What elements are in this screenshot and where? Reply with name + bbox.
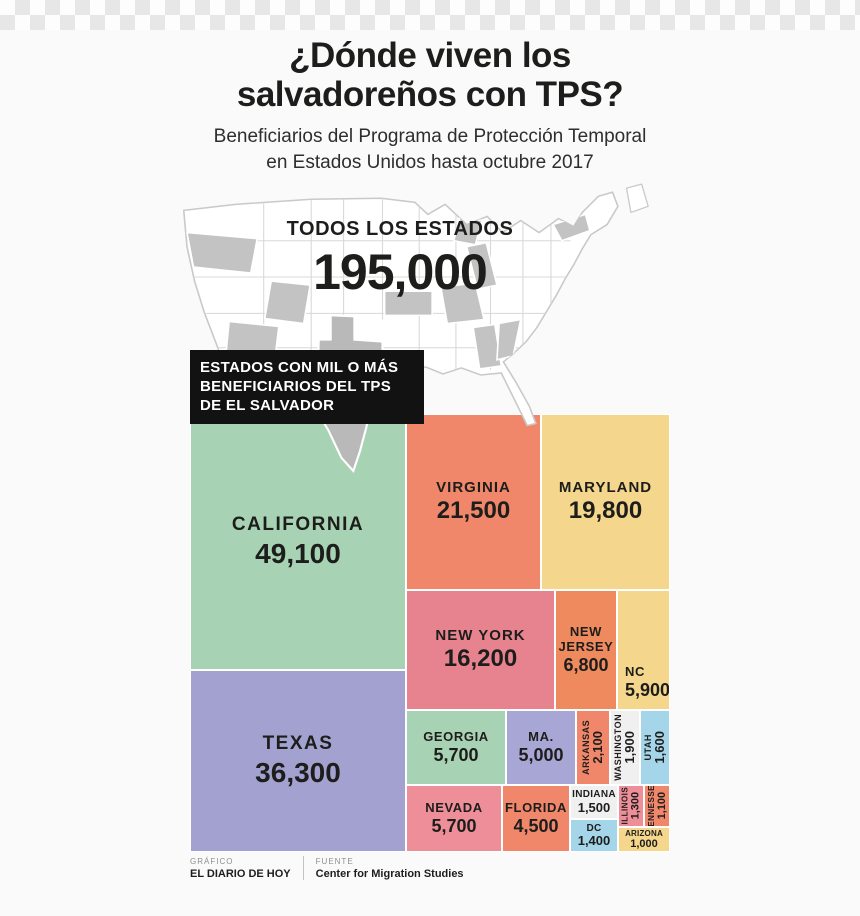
source-value: Center for Migration Studies [315, 867, 464, 880]
note-line3: DE EL SALVADOR [200, 397, 335, 415]
map-total: TODOS LOS ESTADOS 195,000 [240, 218, 560, 301]
tile-florida: FLORIDA 4,500 [502, 785, 570, 852]
subtitle: Beneficiarios del Programa de Protección… [0, 124, 860, 175]
note-line2: BENEFICIARIOS DEL TPS [200, 378, 392, 396]
tile-value: 5,000 [518, 744, 564, 765]
tile-label: TENNESSEE [646, 785, 656, 827]
tile-massachusetts: MA. 5,000 [506, 710, 576, 785]
tile-washington: WASHINGTON 1,900 [610, 710, 640, 785]
tile-label: CALIFORNIA [231, 514, 365, 536]
tile-value: 1,000 [630, 838, 658, 851]
subtitle-line2: en Estados Unidos hasta octubre 2017 [266, 152, 594, 174]
tile-label: NC [625, 664, 645, 680]
tile-label: INDIANA [572, 789, 616, 801]
tile-label: NEW JERSEY [558, 623, 614, 654]
footer-divider [302, 856, 304, 880]
tile-value: 1,600 [652, 731, 668, 764]
tile-label: MARYLAND [558, 479, 653, 497]
tile-label: VIRGINIA [436, 479, 511, 497]
tile-value: 1,500 [577, 799, 611, 815]
treemap: CALIFORNIA 49,100 TEXAS 36,300 VIRGINIA … [190, 414, 670, 852]
tile-texas: TEXAS 36,300 [190, 670, 406, 852]
tile-illinois: ILLINOIS 1,300 [618, 785, 644, 827]
tile-utah: UTAH 1,600 [640, 710, 670, 785]
tile-label: TEXAS [262, 733, 334, 755]
tile-label: DC [586, 822, 602, 834]
tile-label: ARKANSAS [580, 719, 591, 775]
tile-label: NEVADA [425, 799, 483, 815]
tile-value: 36,300 [255, 757, 341, 789]
tile-value: 4,500 [513, 815, 559, 836]
tile-nevada: NEVADA 5,700 [406, 785, 502, 852]
map-total-label: TODOS LOS ESTADOS [286, 218, 514, 240]
credit-block: GRÁFICO EL DIARIO DE HOY [190, 857, 291, 880]
tile-value: 1,900 [622, 731, 638, 764]
title-line1: ¿Dónde viven los [289, 36, 571, 75]
tile-indiana: INDIANA 1,500 [570, 785, 618, 819]
tile-new-york: NEW YORK 16,200 [406, 590, 555, 710]
source-block: FUENTE Center for Migration Studies [316, 857, 464, 880]
note-line1: ESTADOS CON MIL O MÁS [200, 359, 399, 376]
tile-arkansas: ARKANSAS 2,100 [576, 710, 610, 785]
tile-value: 49,100 [255, 538, 341, 570]
tile-value: 2,100 [590, 731, 606, 764]
tile-tennessee: TENNESSEE 1,100 [644, 785, 670, 827]
tile-value: 16,200 [443, 645, 518, 673]
note-box: ESTADOS CON MIL O MÁS BENEFICIARIOS DEL … [190, 350, 424, 424]
subtitle-line1: Beneficiarios del Programa de Protección… [213, 126, 647, 148]
tile-value: 5,700 [431, 815, 477, 836]
credit-value: EL DIARIO DE HOY [190, 867, 291, 880]
tile-maryland: MARYLAND 19,800 [541, 414, 670, 590]
tile-georgia: GEORGIA 5,700 [406, 710, 506, 785]
tile-california: CALIFORNIA 49,100 [190, 414, 406, 670]
tile-label: ARIZONA [625, 828, 663, 838]
tile-value: 19,800 [568, 497, 643, 525]
credit-label: GRÁFICO [190, 856, 234, 866]
tile-label: ILLINOIS [620, 787, 630, 825]
tile-label: GEORGIA [423, 728, 489, 744]
tile-new-jersey: NEW JERSEY 6,800 [555, 590, 617, 710]
tile-value: 6,800 [563, 654, 609, 675]
tile-label: NEW YORK [435, 627, 526, 645]
tile-value: 1,400 [577, 833, 611, 849]
tile-virginia: VIRGINIA 21,500 [406, 414, 541, 590]
tile-label: MA. [528, 728, 554, 744]
tile-value: 5,900 [625, 680, 670, 701]
tile-arizona: ARIZONA 1,000 [618, 827, 670, 852]
title-line2: salvadoreños con TPS? [236, 75, 624, 115]
page-title: ¿Dónde viven los salvadoreños con TPS? [0, 36, 860, 114]
footer: GRÁFICO EL DIARIO DE HOY FUENTE Center f… [190, 856, 464, 880]
tile-value: 21,500 [436, 497, 511, 525]
tile-value: 1,300 [629, 792, 642, 820]
header: ¿Dónde viven los salvadoreños con TPS? B… [0, 36, 860, 176]
tile-dc: DC 1,400 [570, 819, 618, 852]
tile-value: 1,100 [655, 792, 668, 820]
tile-north-carolina: NC 5,900 [617, 590, 670, 710]
map-total-value: 195,000 [313, 244, 488, 300]
tile-value: 5,700 [433, 744, 479, 765]
tile-label: FLORIDA [505, 799, 567, 815]
source-label: FUENTE [315, 856, 354, 866]
